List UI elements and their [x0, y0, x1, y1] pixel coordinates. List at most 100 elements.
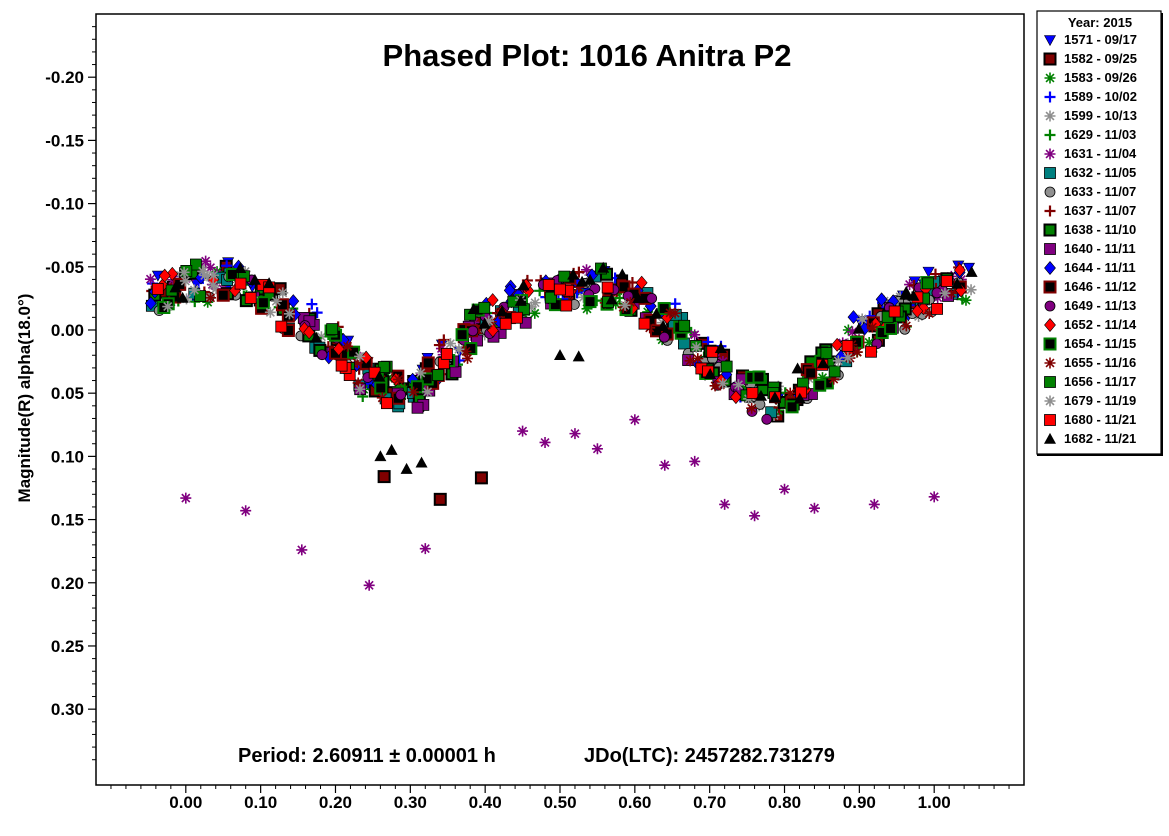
- data-point-1583: [255, 285, 267, 297]
- data-point-1680: [601, 281, 614, 294]
- data-point-1631: [629, 414, 641, 426]
- legend-shadow-right: [1161, 13, 1163, 456]
- data-point-1631: [419, 543, 431, 555]
- data-point-1646: [804, 366, 818, 380]
- y-tick-label: 0.00: [51, 321, 84, 340]
- data-point-1655: [462, 352, 474, 364]
- data-point-1652: [953, 263, 966, 277]
- data-point-1679: [179, 275, 191, 287]
- data-point-1631: [240, 505, 252, 517]
- data-point-1631: [363, 579, 375, 591]
- data-point-1652: [166, 266, 179, 281]
- jdo-annotation: JDo(LTC): 2457282.731279: [584, 745, 835, 767]
- data-point-1682: [514, 294, 527, 306]
- legend-marker: [1044, 357, 1056, 369]
- data-point-1640: [449, 365, 462, 378]
- data-point-1655: [945, 287, 957, 299]
- data-point-1680: [888, 305, 901, 318]
- legend-marker: [1044, 395, 1056, 407]
- legend-entry-label: 1633 - 11/07: [1064, 184, 1136, 199]
- data-point-1631: [204, 262, 216, 274]
- data-point-1656: [678, 319, 691, 332]
- legend-entry-label: 1656 - 11/17: [1064, 374, 1136, 389]
- data-point-1679: [939, 287, 951, 299]
- data-point-1682: [616, 268, 629, 280]
- data-point-1637: [433, 339, 445, 351]
- legend-marker: [1043, 52, 1057, 66]
- data-point-1644: [287, 294, 300, 309]
- data-point-1656: [432, 369, 444, 381]
- legend-marker: [1043, 337, 1057, 351]
- data-point-1637: [929, 268, 941, 280]
- y-tick-label: 0.15: [51, 511, 84, 530]
- data-point-1682: [576, 275, 589, 287]
- data-point-1682: [496, 305, 509, 317]
- legend-marker: [1044, 148, 1056, 160]
- data-point-1682: [553, 349, 567, 361]
- data-point-1680: [441, 347, 453, 360]
- data-point-1649: [467, 325, 479, 337]
- legend-entry-label: 1644 - 11/11: [1064, 260, 1136, 275]
- data-point-1682: [400, 462, 413, 474]
- data-point-1655: [407, 386, 419, 398]
- data-point-1656: [464, 308, 476, 321]
- legend-marker: [1044, 186, 1056, 198]
- legend-marker: [1044, 91, 1056, 103]
- data-point-1679: [619, 299, 631, 311]
- data-point-1682: [951, 277, 964, 289]
- legend-shadow: [1037, 454, 1161, 456]
- legend-entry-label: 1679 - 11/19: [1064, 393, 1136, 408]
- data-point-1682: [605, 293, 618, 305]
- data-point-1679: [690, 341, 702, 353]
- data-point-1655: [205, 292, 217, 304]
- data-point-1583: [842, 324, 854, 336]
- legend-entry-label: 1680 - 11/21: [1064, 412, 1136, 427]
- data-point-1679: [717, 377, 729, 389]
- data-point-1582: [433, 492, 447, 506]
- data-point-1679: [178, 266, 190, 278]
- data-point-1679: [270, 295, 282, 307]
- data-point-1654: [813, 378, 827, 392]
- x-tick-label: 0.80: [768, 793, 801, 812]
- data-points-layer: [144, 255, 978, 591]
- data-point-1631: [144, 273, 156, 285]
- data-point-1656: [326, 323, 339, 335]
- y-tick-label: -0.05: [45, 258, 84, 277]
- data-point-1599: [525, 301, 537, 313]
- data-point-1679: [483, 315, 495, 327]
- x-tick-label: 0.20: [319, 793, 352, 812]
- data-point-1680: [234, 277, 247, 290]
- data-point-1649: [658, 331, 670, 343]
- data-point-1680: [746, 387, 759, 399]
- y-tick-label: -0.15: [45, 131, 84, 150]
- x-tick-label: 0.70: [693, 793, 726, 812]
- legend-marker: [1044, 414, 1056, 426]
- data-point-1679: [264, 306, 276, 318]
- legend-marker: [1044, 129, 1056, 141]
- data-point-1631: [928, 491, 940, 503]
- data-point-1655: [624, 296, 636, 308]
- data-point-1652: [635, 275, 648, 290]
- data-point-1682: [415, 456, 428, 468]
- data-point-1679: [415, 367, 427, 379]
- data-point-1646: [617, 280, 631, 294]
- data-point-1682: [899, 288, 912, 300]
- data-point-1631: [868, 498, 880, 510]
- data-point-1679: [180, 293, 192, 305]
- y-tick-label: 0.20: [51, 574, 84, 593]
- y-tick-label: 0.25: [51, 637, 84, 656]
- data-point-1599: [529, 297, 541, 309]
- data-point-1631: [517, 425, 529, 437]
- data-point-1682: [768, 391, 781, 403]
- legend-marker: [1043, 223, 1057, 237]
- legend-entry-label: 1652 - 11/14: [1064, 317, 1137, 332]
- data-point-1656: [478, 301, 491, 314]
- x-tick-label: 0.40: [469, 793, 502, 812]
- data-point-1644: [847, 310, 860, 325]
- data-point-1583: [642, 306, 654, 318]
- data-point-1631: [689, 329, 701, 341]
- data-point-1679: [207, 279, 219, 291]
- data-point-1682: [714, 342, 727, 353]
- data-point-1649: [646, 292, 658, 304]
- data-point-1655: [923, 307, 935, 319]
